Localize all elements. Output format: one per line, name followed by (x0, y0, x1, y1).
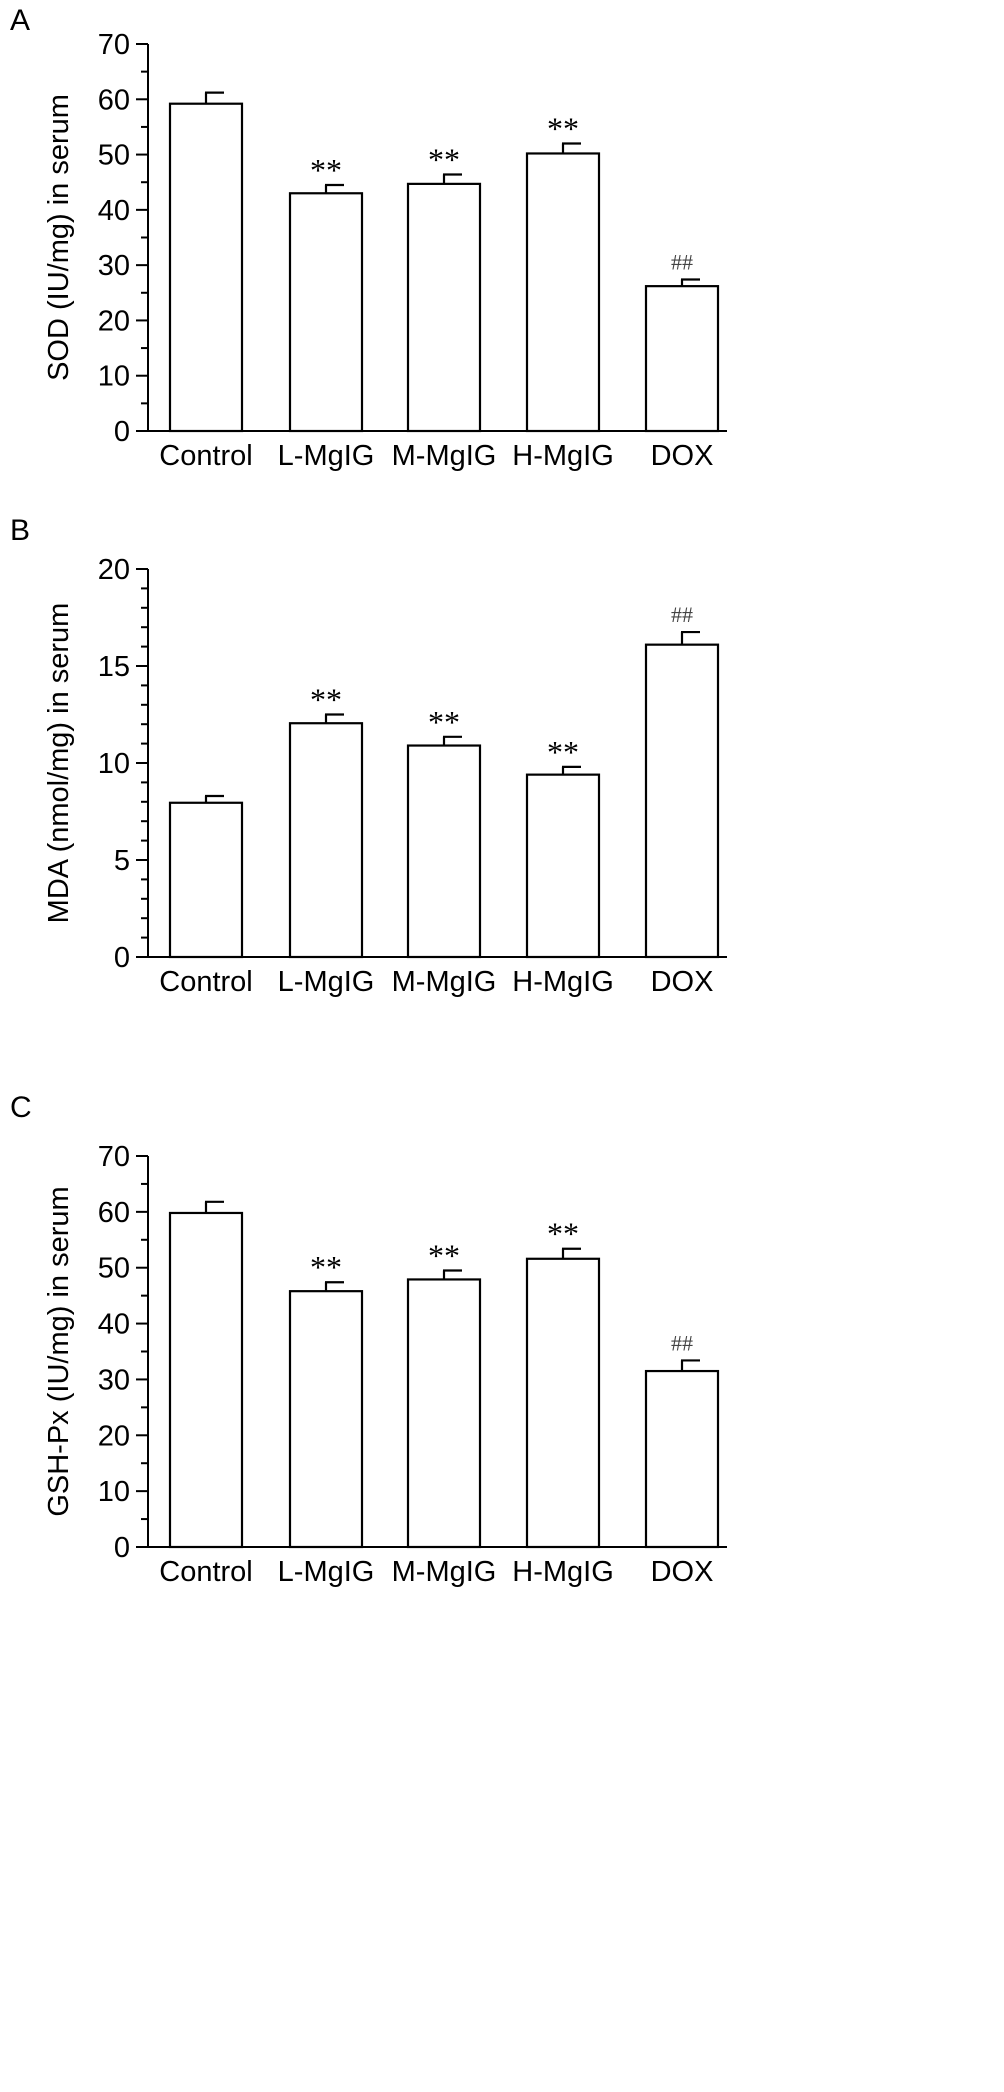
y-tick-label: 0 (114, 1532, 130, 1564)
x-tick-label: H-MgIG (512, 440, 614, 472)
panel-letter: C (10, 1091, 32, 1124)
x-tick-label: L-MgIG (278, 1556, 375, 1588)
bar (525, 773, 601, 959)
significance-stars: ** (428, 704, 460, 740)
bar (288, 722, 364, 959)
panel-letter: A (10, 4, 30, 37)
significance-hash: ## (671, 1330, 693, 1355)
y-tick-label: 5 (114, 845, 130, 877)
bar (168, 102, 244, 433)
y-tick-label: 70 (98, 29, 130, 61)
y-tick-label: 10 (98, 361, 130, 393)
x-tick-label: DOX (651, 966, 714, 998)
bar (644, 285, 720, 433)
y-tick-label: 40 (98, 195, 130, 227)
y-tick-label: 30 (98, 250, 130, 282)
x-tick-label: L-MgIG (278, 440, 375, 472)
significance-stars: ** (547, 111, 579, 147)
bar (406, 744, 482, 959)
bar (168, 801, 244, 959)
y-tick-label: 70 (98, 1141, 130, 1173)
y-axis-label: GSH-Px (IU/mg) in serum (43, 1186, 75, 1516)
x-tick-label: M-MgIG (392, 1556, 497, 1588)
significance-hash: ## (671, 602, 693, 627)
significance-stars: ** (547, 734, 579, 770)
x-tick-label: DOX (651, 1556, 714, 1588)
significance-stars: ** (428, 141, 460, 177)
significance-stars: ** (310, 1249, 342, 1285)
chart-panel-a: A SOD (IU/mg) in serum 0 10 20 30 40 50 60 70 Cont… (10, 4, 727, 472)
bar (525, 152, 601, 433)
x-tick-label: H-MgIG (512, 1556, 614, 1588)
x-tick-label: Control (159, 1556, 253, 1588)
x-tick-label: Control (159, 966, 253, 998)
bar (406, 1278, 482, 1549)
y-tick-label: 0 (114, 942, 130, 974)
y-tick-label: 0 (114, 416, 130, 448)
y-axis-label: SOD (IU/mg) in serum (43, 94, 75, 381)
y-tick-label: 15 (98, 651, 130, 683)
bar (644, 643, 720, 959)
y-tick-label: 50 (98, 140, 130, 172)
y-tick-label: 10 (98, 748, 130, 780)
panel-letter: B (10, 514, 30, 547)
y-tick-label: 50 (98, 1253, 130, 1285)
x-tick-label: M-MgIG (392, 440, 497, 472)
y-tick-label: 60 (98, 1197, 130, 1229)
y-tick-label: 20 (98, 554, 130, 586)
significance-stars: ** (547, 1216, 579, 1252)
significance-stars: ** (428, 1238, 460, 1274)
y-tick-label: 10 (98, 1476, 130, 1508)
chart-panel-c: C GSH-Px (IU/mg) in serum 0 10 20 30 40 50 60 70 C… (10, 1091, 727, 1588)
y-tick-label: 20 (98, 305, 130, 337)
x-tick-label: DOX (651, 440, 714, 472)
x-tick-label: Control (159, 440, 253, 472)
y-tick-label: 60 (98, 84, 130, 116)
y-tick-label: 30 (98, 1364, 130, 1396)
significance-stars: ** (310, 152, 342, 188)
bar (288, 192, 364, 433)
x-tick-label: H-MgIG (512, 966, 614, 998)
bar (525, 1257, 601, 1549)
bar (168, 1211, 244, 1549)
y-axis-label: MDA (nmol/mg) in serum (43, 603, 75, 924)
bar (406, 182, 482, 433)
x-tick-label: L-MgIG (278, 966, 375, 998)
bar (288, 1290, 364, 1549)
y-tick-label: 20 (98, 1420, 130, 1452)
x-tick-label: M-MgIG (392, 966, 497, 998)
y-tick-label: 40 (98, 1309, 130, 1341)
bar (644, 1369, 720, 1549)
significance-hash: ## (671, 250, 693, 275)
chart-panel-b: B MDA (nmol/mg) in serum 0 5 10 15 20 Control **… (10, 514, 727, 998)
significance-stars: ** (310, 682, 342, 718)
